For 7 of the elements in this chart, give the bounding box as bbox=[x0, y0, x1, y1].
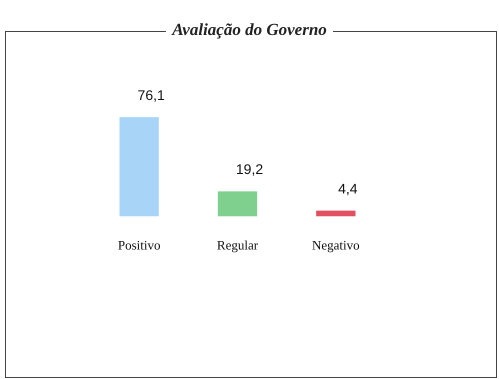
x-tick-label: Negativo bbox=[312, 238, 360, 253]
x-tick-label: Regular bbox=[216, 238, 259, 253]
chart-title: Avaliação do Governo bbox=[166, 20, 333, 39]
data-label: 76,1 bbox=[138, 86, 166, 103]
x-tick-label: Positivo bbox=[118, 238, 160, 253]
data-label: 19,2 bbox=[236, 161, 264, 178]
data-label: 4,4 bbox=[338, 180, 358, 197]
